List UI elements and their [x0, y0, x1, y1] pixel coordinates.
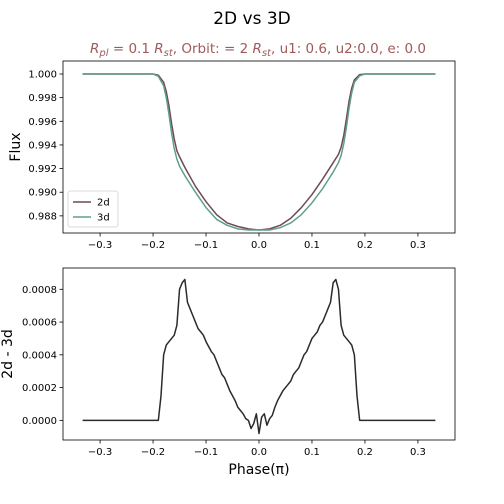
subtitle-r: R	[90, 41, 99, 57]
axes-frame	[62, 267, 456, 441]
subtitle-r3: R	[252, 41, 261, 57]
x-tick-label: 0.0	[251, 240, 267, 251]
x-tick-label: −0.3	[88, 240, 112, 251]
x-tick-label: −0.2	[141, 240, 165, 251]
x-tick-label: 0.1	[304, 240, 320, 251]
y-axis-label: Flux	[8, 132, 24, 161]
subtitle-st2: st	[262, 48, 272, 59]
x-tick-label: −0.3	[88, 447, 112, 458]
y-tick-label: 0.996	[28, 117, 57, 128]
subtitle-r2: R	[154, 41, 163, 57]
y-tick-label: 0.0000	[22, 416, 57, 427]
x-tick-label: 0.0	[251, 447, 267, 458]
x-tick-label: −0.1	[194, 240, 218, 251]
subtitle-st: st	[164, 48, 174, 59]
y-tick-label: 0.0002	[22, 383, 57, 394]
subtitle-rest: , u1: 0.6, u2:0.0, e: 0.0	[271, 41, 426, 57]
x-tick-label: −0.2	[141, 447, 165, 458]
legend-label-2d: 2d	[97, 198, 110, 209]
figure-subtitle: Rpl = 0.1 Rst, Orbit: = 2 Rst, u1: 0.6, …	[90, 41, 426, 59]
y-axis-label: 2d - 3d	[0, 329, 16, 379]
x-tick-label: 0.3	[410, 240, 426, 251]
y-tick-label: 0.0008	[22, 285, 57, 296]
series-line-3d	[82, 73, 436, 231]
difference-panel: −0.3 −0.2 −0.1 0.0 0.1 0.2 0.3 0.0000 0.0002 0.00…	[0, 267, 456, 478]
y-tick-label: 0.992	[28, 164, 57, 175]
legend-label-3d: 3d	[97, 213, 110, 224]
y-tick-label: 0.0004	[22, 350, 57, 361]
y-tick-label: 0.988	[28, 211, 57, 222]
subtitle-pl: pl	[98, 48, 108, 59]
y-tick-label: 0.994	[28, 140, 57, 151]
legend-box	[67, 190, 119, 228]
x-axis-label: Phase(π)	[228, 462, 289, 478]
series-line-diff-0	[82, 278, 436, 435]
y-tick-label: 0.990	[28, 188, 57, 199]
x-tick-label: 0.3	[410, 447, 426, 458]
y-tick-label: 0.998	[28, 93, 57, 104]
y-tick-label: 0.0006	[22, 318, 57, 329]
x-tick-label: 0.2	[357, 447, 373, 458]
flux-panel: −0.3 −0.2 −0.1 0.0 0.1 0.2 0.3 0.988 0.990 0.992 0…	[8, 60, 456, 251]
x-tick-label: 0.2	[357, 240, 373, 251]
subtitle-orbit: , Orbit: = 2	[173, 41, 253, 57]
series-line-2d	[82, 73, 436, 231]
x-tick-label: 0.1	[304, 447, 320, 458]
y-tick-label: 1.000	[28, 70, 57, 81]
subtitle-eq1: = 0.1	[109, 41, 155, 57]
axes-frame	[62, 60, 456, 234]
x-tick-label: −0.1	[194, 447, 218, 458]
figure-title: 2D vs 3D	[213, 9, 291, 29]
